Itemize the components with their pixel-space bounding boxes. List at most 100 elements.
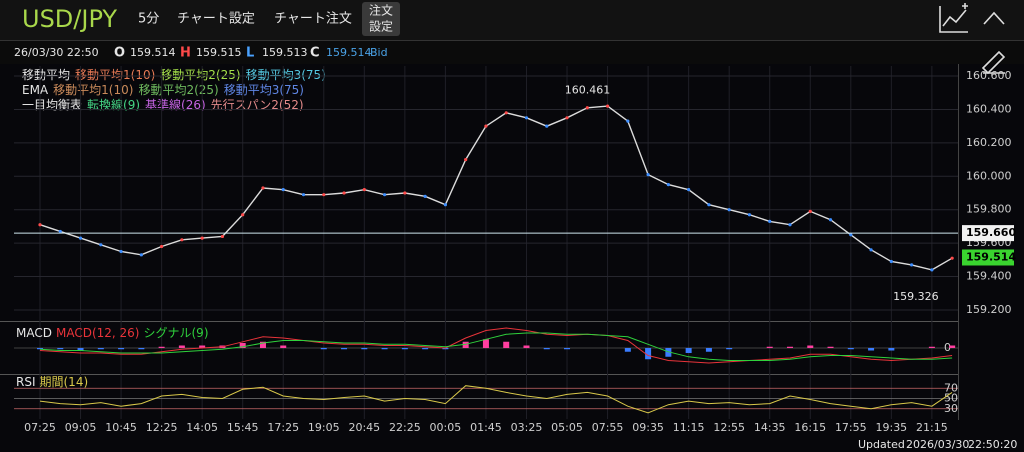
legend-item[interactable]: 基準線(26) [145, 97, 206, 112]
footer-label: Updated [858, 438, 905, 451]
histogram-bar [503, 341, 510, 348]
last-price-label: 159.514 [966, 251, 1016, 264]
histogram-bar [462, 341, 469, 348]
footer-time: 22:50:20 [968, 438, 1017, 451]
quote-open: 159.514 [130, 46, 176, 59]
histogram-bar [259, 341, 266, 348]
histogram-bar [341, 348, 348, 350]
order-settings-button[interactable] [362, 2, 400, 36]
x-tick-label: 21:15 [916, 421, 948, 434]
menu-item[interactable]: チャート注文 [274, 12, 352, 27]
histogram-bar [77, 348, 84, 351]
interval[interactable]: 5分 [138, 12, 159, 27]
x-tick-label: 09:35 [632, 421, 664, 434]
histogram-bar [138, 348, 145, 350]
price-point [139, 253, 143, 257]
symbol[interactable]: USD/JPY [22, 5, 117, 33]
draw-icon[interactable] [981, 50, 1006, 75]
histogram-bar [786, 346, 793, 348]
quote-low: 159.513 [262, 46, 308, 59]
legend-item[interactable]: 移動平均3(75) [224, 83, 304, 97]
histogram-bar [847, 348, 854, 350]
price-point [38, 223, 42, 227]
legend-item: 期間(14) [40, 375, 89, 389]
histogram-bar [37, 348, 43, 350]
price-point [342, 191, 346, 195]
price-line-tag [962, 225, 1014, 242]
y-tick-label: 160.000 [966, 169, 1012, 182]
x-tick-label: 09:05 [65, 421, 97, 434]
last-price-tag [962, 249, 1014, 266]
price-point [423, 194, 427, 198]
price-point [78, 236, 83, 240]
histogram-bar [726, 348, 733, 350]
x-tick-label: 11:15 [673, 421, 705, 434]
quote-side: Bid [370, 46, 388, 59]
panel-title: RSI [16, 375, 36, 389]
price-point [119, 249, 123, 254]
y-tick-label: 30 [944, 402, 958, 415]
x-tick-label: 07:25 [24, 421, 56, 434]
histogram-bar [928, 346, 935, 348]
histogram-bar [320, 348, 327, 350]
order-settings-label[interactable]: 設定 [369, 20, 393, 34]
series-line [39, 385, 953, 414]
y-tick-label: 160.600 [966, 69, 1012, 82]
x-tick-label: 20:45 [348, 421, 380, 434]
header-bar [0, 0, 1024, 40]
quote-datetime: 26/03/30 22:50 [14, 46, 99, 59]
x-tick-label: 22:25 [389, 421, 421, 434]
y-tick-label: 0 [944, 341, 951, 354]
legend-item[interactable]: 移動平均1(10) [53, 83, 133, 97]
x-tick-label: 17:55 [835, 421, 867, 434]
legend-item[interactable]: 移動平均1(10) [75, 68, 155, 82]
histogram-bar [422, 348, 429, 350]
quote-bar [0, 40, 1024, 64]
legend-item[interactable]: 先行スパン2(52) [211, 98, 304, 112]
y-tick-label: 160.400 [966, 102, 1012, 115]
price-line-label: 159.660 [966, 226, 1016, 239]
price-point [524, 116, 529, 120]
histogram-bar [280, 345, 287, 348]
histogram-bar [564, 348, 571, 350]
histogram-bar [442, 348, 449, 350]
histogram-bar [766, 346, 773, 348]
chart-background [0, 64, 1024, 452]
histogram-bar [685, 348, 692, 353]
histogram-bar [158, 346, 165, 348]
price-point [464, 157, 468, 162]
histogram-bar [239, 343, 246, 348]
legend-item[interactable]: 移動平均2(25) [160, 68, 240, 82]
x-tick-label: 17:25 [267, 421, 299, 434]
collapse-icon[interactable] [983, 11, 1005, 25]
legend-item[interactable]: 移動平均2(25) [138, 83, 218, 97]
y-tick-label: 160.200 [966, 136, 1012, 149]
histogram-bar [949, 345, 956, 348]
x-tick-label: 12:25 [146, 421, 178, 434]
histogram-bar [645, 348, 652, 360]
histogram-bar [381, 348, 388, 350]
price-point [808, 209, 812, 213]
price-point [565, 116, 569, 120]
histogram-bar [807, 345, 814, 348]
quote-high: 159.515 [196, 46, 242, 59]
price-point [261, 186, 265, 190]
legend-item[interactable]: 転換線(9) [87, 97, 140, 112]
price-point [200, 236, 204, 240]
price-point [950, 256, 954, 260]
y-tick-label: 70 [944, 381, 958, 394]
indicator-icon[interactable] [939, 3, 968, 33]
order-settings-label[interactable]: 注文 [369, 4, 393, 18]
histogram-bar [624, 348, 631, 352]
menu-item[interactable]: チャート設定 [177, 12, 255, 27]
price-point [281, 188, 285, 192]
histogram-bar [888, 348, 895, 351]
x-tick-label: 01:45 [470, 421, 502, 434]
x-tick-label: 12:55 [713, 421, 745, 434]
price-point [687, 188, 691, 192]
quote-high-label: H [180, 46, 191, 61]
price-point [362, 188, 366, 192]
histogram-bar [361, 348, 368, 350]
legend-item[interactable]: 移動平均3(75) [246, 68, 326, 82]
price-point [849, 233, 853, 237]
